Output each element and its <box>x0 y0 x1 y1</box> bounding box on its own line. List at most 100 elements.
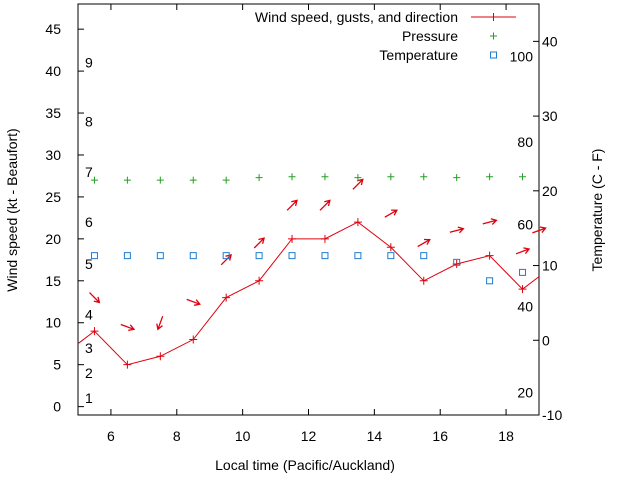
temperature-point <box>420 252 428 260</box>
temperature-point <box>288 252 296 260</box>
axis-ticks-layer <box>78 4 539 416</box>
x-tick-label: 16 <box>432 428 448 444</box>
wind-direction-arrow <box>253 237 266 249</box>
legend-marker-swatch <box>490 32 497 40</box>
y-tick-label: 45 <box>45 21 61 37</box>
wind-direction-arrow <box>319 199 331 211</box>
x-tick-label: 8 <box>173 428 181 444</box>
fahrenheit-label: 60 <box>517 216 533 232</box>
tick-labels-layer: 6 8 10 12 14 16 18051015202530354045-100102030… <box>45 21 562 444</box>
temperature-point <box>453 258 461 266</box>
wind-speed-point <box>386 243 395 252</box>
pressure-point <box>486 173 494 181</box>
wind-direction-arrow <box>120 323 136 332</box>
wind-speed-point <box>320 234 329 243</box>
beaufort-label: 7 <box>85 164 93 180</box>
wind-speed-point <box>90 327 99 336</box>
wind-direction-arrow <box>352 178 364 190</box>
temperature-point <box>123 252 131 260</box>
wind-speed-point <box>419 276 428 285</box>
wind-speed-line <box>77 221 540 366</box>
wind-direction-arrow <box>417 238 431 248</box>
y-tick-label: 10 <box>45 315 61 331</box>
y-tick-label: 35 <box>45 105 61 121</box>
y-tick-label: 0 <box>53 399 61 415</box>
y2-tick-label: 10 <box>542 258 558 274</box>
pressure-point <box>90 176 98 184</box>
temperature-point <box>255 252 263 260</box>
beaufort-label: 1 <box>85 390 93 406</box>
wind-speed-point <box>189 335 198 344</box>
y2-tick-label: 0 <box>542 332 550 348</box>
beaufort-label: 9 <box>85 55 93 71</box>
wind-speed-point <box>353 218 362 227</box>
wind-direction-arrow <box>156 315 164 331</box>
beaufort-label: 5 <box>85 256 93 272</box>
x-tick-label: 14 <box>367 428 383 444</box>
pressure-point <box>420 173 428 181</box>
y-tick-label: 40 <box>45 63 61 79</box>
pressure-point <box>453 174 461 182</box>
y-tick-label: 20 <box>45 231 61 247</box>
fahrenheit-label: 80 <box>517 134 533 150</box>
legend: Wind speed, gusts, and direction Pressure… <box>255 9 516 63</box>
wind-speed-point <box>156 352 165 361</box>
wind-speed-point <box>222 293 231 302</box>
fahrenheit-label: 40 <box>517 299 533 315</box>
wind-direction-arrow <box>286 199 298 211</box>
wind-speed-point <box>255 276 264 285</box>
pressure-point <box>189 176 197 184</box>
temperature-point <box>321 252 329 260</box>
temperature-point <box>222 252 230 260</box>
beaufort-label: 8 <box>85 113 93 129</box>
legend-label: Temperature <box>379 47 458 63</box>
y2-axis-label: Temperature (C - F) <box>589 149 605 272</box>
temperature-point <box>387 252 395 260</box>
y-axis-label: Wind speed (kt - Beaufort) <box>4 128 20 291</box>
pressure-point <box>156 176 164 184</box>
x-tick-label: 18 <box>498 428 514 444</box>
y2-tick-label: -10 <box>542 407 562 423</box>
wind-direction-arrow <box>89 292 101 304</box>
wind-direction-arrow <box>384 209 398 218</box>
y-tick-label: 15 <box>45 273 61 289</box>
wind-speed-point <box>518 285 527 294</box>
beaufort-label: 3 <box>85 340 93 356</box>
wind-speed-point <box>288 234 297 243</box>
wind-direction-arrow <box>186 298 201 306</box>
temperature-point <box>156 252 164 260</box>
wind-direction-arrow <box>449 226 465 234</box>
wind-speed-point <box>123 360 132 369</box>
pressure-point <box>321 173 329 181</box>
fahrenheit-label: 20 <box>517 385 533 401</box>
y-tick-label: 25 <box>45 189 61 205</box>
legend-label: Wind speed, gusts, and direction <box>255 9 458 25</box>
legend-label: Pressure <box>402 28 458 44</box>
beaufort-label: 2 <box>85 365 93 381</box>
temperature-point <box>519 268 527 276</box>
wind-direction-arrow <box>515 247 531 255</box>
x-tick-label: 6 <box>107 428 115 444</box>
legend-marker-swatch <box>489 13 498 21</box>
beaufort-label: 6 <box>85 214 93 230</box>
wind-speed-point <box>485 251 494 260</box>
temperature-point <box>354 252 362 260</box>
x-tick-label: 12 <box>301 428 317 444</box>
legend-marker-swatch <box>490 51 497 59</box>
pressure-point <box>255 174 263 182</box>
x-axis-label: Local time (Pacific/Auckland) <box>215 457 395 473</box>
temperature-point <box>90 252 98 260</box>
y-tick-label: 30 <box>45 147 61 163</box>
beaufort-label: 4 <box>85 306 93 322</box>
pressure-point <box>519 173 527 181</box>
pressure-point <box>288 173 296 181</box>
wind-direction-arrow <box>482 218 498 225</box>
plot-frame <box>77 3 540 416</box>
pressure-point <box>222 176 230 184</box>
pressure-point <box>387 173 395 181</box>
series-layer <box>77 173 547 369</box>
pressure-point <box>123 176 131 184</box>
pressure-point <box>354 174 362 182</box>
y2-tick-label: 20 <box>542 183 558 199</box>
